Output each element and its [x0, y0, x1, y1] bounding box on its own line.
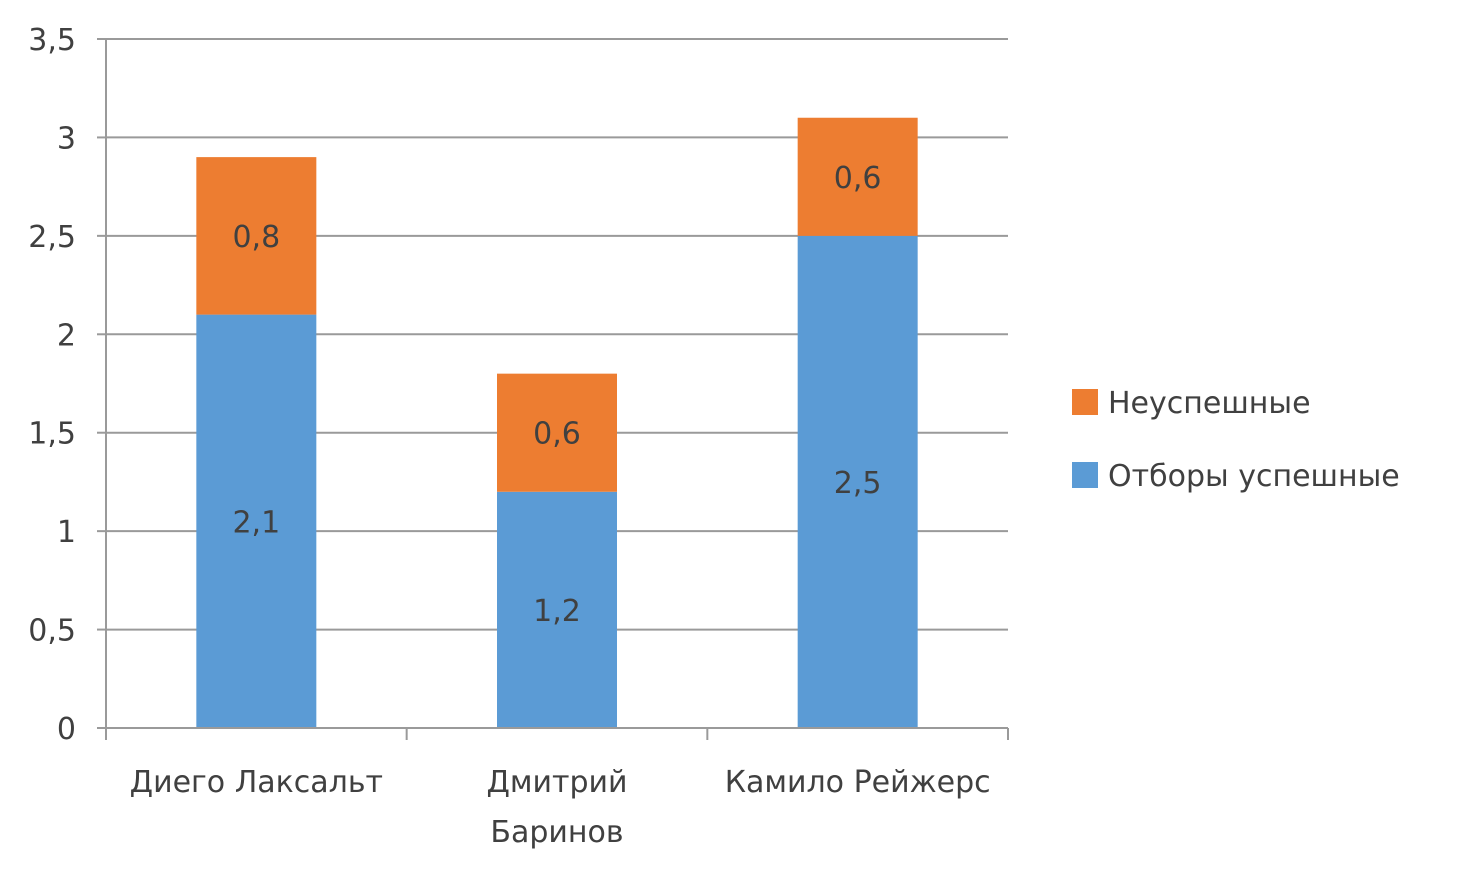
y-tick-label: 2,5 — [28, 220, 76, 255]
bar-segment — [497, 373, 617, 492]
legend-label: Отборы успешные — [1108, 459, 1400, 494]
data-label: 0,6 — [834, 161, 882, 196]
x-tick-label: Диего Лаксальт — [130, 765, 383, 800]
legend-swatch — [1072, 462, 1098, 488]
y-tick-label: 1 — [57, 515, 76, 550]
bar-segment — [196, 157, 317, 315]
y-tick-label: 0,5 — [28, 614, 76, 649]
bar-segment — [196, 314, 317, 728]
y-tick-label: 2 — [57, 318, 76, 353]
data-label: 2,5 — [834, 466, 882, 501]
y-tick-label: 0 — [57, 712, 76, 747]
x-tick-label: Камило Рейжерс — [725, 765, 991, 800]
data-label: 0,6 — [533, 417, 581, 452]
data-labels: 2,1 0,8 1,2 0,6 2,5 0,6 — [232, 161, 881, 629]
y-tick-label: 3 — [57, 121, 76, 156]
axes: 0 0,5 1 1,5 2 2,5 3 3,5 Диего Лаксальт Дмитрий Бар… — [28, 23, 1009, 850]
bar-segment — [797, 235, 918, 728]
data-label: 0,8 — [232, 220, 280, 255]
legend-swatch — [1072, 389, 1098, 415]
data-label: 1,2 — [533, 594, 581, 629]
legend-label: Неуспешные — [1108, 386, 1311, 421]
bars — [196, 117, 918, 728]
y-tick-label: 1,5 — [28, 417, 76, 452]
x-tick-label: Дмитрий Баринов — [486, 765, 627, 850]
legend: Неуспешные Отборы успешные — [1072, 386, 1400, 494]
bar-segment — [497, 491, 617, 728]
y-tick-label: 3,5 — [28, 23, 76, 58]
data-label: 2,1 — [232, 505, 280, 540]
bar-segment — [797, 117, 918, 236]
